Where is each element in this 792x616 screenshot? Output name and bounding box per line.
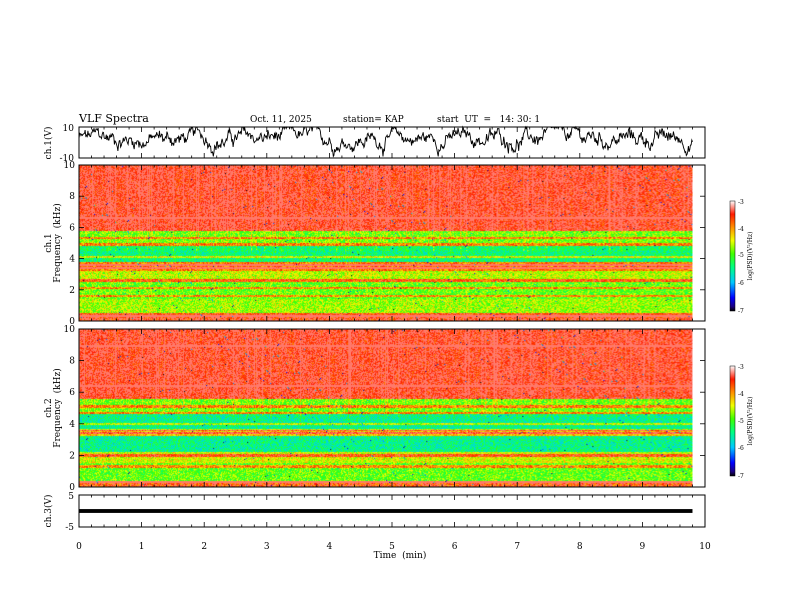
ch1-cbar-tick-1: -3 bbox=[738, 199, 744, 206]
time-axis-labels: 0 1 2 3 4 5 6 7 8 9 10 Time (min) bbox=[76, 542, 711, 561]
ch2-colorbar-scale bbox=[729, 365, 736, 477]
ytick-label: 6 bbox=[69, 223, 75, 233]
ch1-waveform-panel: 10 -10 ch.1(V) bbox=[43, 124, 706, 164]
xtick-label-7: 7 bbox=[514, 542, 520, 552]
ch1-spectrogram-ylabel-frequency: Frequency (kHz) bbox=[52, 203, 63, 282]
ch2-cbar-tick-5: -7 bbox=[738, 473, 744, 480]
ch3-waveform-line bbox=[79, 509, 693, 513]
ch1-cbar-tick-3: -5 bbox=[738, 252, 744, 259]
ytick-label: 4 bbox=[69, 255, 75, 265]
xtick-label-5: 5 bbox=[389, 542, 395, 552]
ch2-spectrogram-yticks: 0 2 4 6 8 10 bbox=[64, 325, 705, 493]
ch1-colorbar: -3 -4 -5 -6 -7 log(PSD)(V²/Hz) bbox=[729, 199, 754, 315]
ch2-cbar-tick-3: -5 bbox=[738, 418, 744, 425]
chart-title: VLF Spectra bbox=[78, 112, 149, 125]
xtick-label-8: 8 bbox=[577, 542, 583, 552]
ytick-label: 2 bbox=[69, 286, 75, 296]
ytick-label: 8 bbox=[69, 357, 75, 367]
xtick-label-2: 2 bbox=[201, 542, 207, 552]
ch1-cbar-tick-5: -7 bbox=[738, 308, 744, 315]
xtick-label-10: 10 bbox=[699, 542, 711, 552]
ytick-label: 4 bbox=[69, 420, 75, 430]
ytick-label: 2 bbox=[69, 451, 75, 461]
ch3-ytick-top: 5 bbox=[68, 492, 74, 502]
xtick-label-9: 9 bbox=[640, 542, 646, 552]
ch1-spectrogram-panel: 0 2 4 6 8 10 ch.1 Frequency (kHz) bbox=[44, 161, 706, 327]
ytick-label: 10 bbox=[64, 161, 76, 171]
ytick-label: 10 bbox=[64, 325, 76, 335]
ytick-label: 6 bbox=[69, 388, 75, 398]
ch3-waveform-panel: 5 -5 ch.3(V) bbox=[43, 492, 706, 533]
date-label: Oct. 11, 2025 bbox=[250, 115, 312, 125]
ch3-waveform-ylabel: ch.3(V) bbox=[43, 495, 54, 528]
xtick-label-1: 1 bbox=[139, 542, 145, 552]
time-axis-ticks bbox=[78, 127, 706, 527]
ch2-cbar-tick-2: -4 bbox=[738, 391, 744, 398]
ch1-spectrogram-image bbox=[79, 165, 693, 321]
ch3-ytick-bottom: -5 bbox=[65, 523, 74, 533]
ch1-spectrogram-yticks: 0 2 4 6 8 10 bbox=[64, 161, 705, 327]
ch2-spectrogram-ylabel-channel: ch.2 bbox=[44, 398, 54, 417]
ch2-spectrogram-panel: 0 2 4 6 8 10 ch.2 Frequency (kHz) bbox=[44, 325, 706, 493]
ch1-colorbar-scale bbox=[729, 200, 736, 312]
ch1-ytick-bottom: -10 bbox=[60, 154, 75, 164]
ch1-cbar-tick-2: -4 bbox=[738, 226, 744, 233]
xtick-label-4: 4 bbox=[327, 542, 333, 552]
xtick-label-3: 3 bbox=[264, 542, 270, 552]
ch1-spectrogram-ylabel-channel: ch.1 bbox=[44, 233, 54, 252]
ch1-cbar-tick-4: -6 bbox=[738, 280, 744, 287]
ytick-label: 8 bbox=[69, 192, 75, 202]
start-time-label: start UT = 14: 30: 1 bbox=[437, 115, 540, 125]
ytick-label: 0 bbox=[69, 483, 75, 493]
ch1-ytick-top: 10 bbox=[63, 124, 75, 134]
ch1-colorbar-label: log(PSD)(V²/Hz) bbox=[747, 232, 754, 281]
ch2-cbar-tick-1: -3 bbox=[738, 364, 744, 371]
ch1-waveform-line bbox=[78, 125, 693, 158]
ytick-label: 0 bbox=[69, 317, 75, 327]
ch2-cbar-tick-4: -6 bbox=[738, 445, 744, 452]
ch1-waveform-ylabel: ch.1(V) bbox=[43, 127, 54, 160]
ch2-spectrogram-image bbox=[79, 329, 693, 487]
ch2-colorbar: -3 -4 -5 -6 -7 log(PSD)(V²/Hz) bbox=[729, 364, 754, 480]
station-label: station= KAP bbox=[343, 115, 404, 125]
xtick-label-0: 0 bbox=[76, 542, 82, 552]
time-axis-title: Time (min) bbox=[374, 550, 427, 561]
ch2-colorbar-label: log(PSD)(V²/Hz) bbox=[747, 397, 754, 446]
xtick-label-6: 6 bbox=[452, 542, 458, 552]
ch2-spectrogram-ylabel-frequency: Frequency (kHz) bbox=[52, 368, 63, 447]
